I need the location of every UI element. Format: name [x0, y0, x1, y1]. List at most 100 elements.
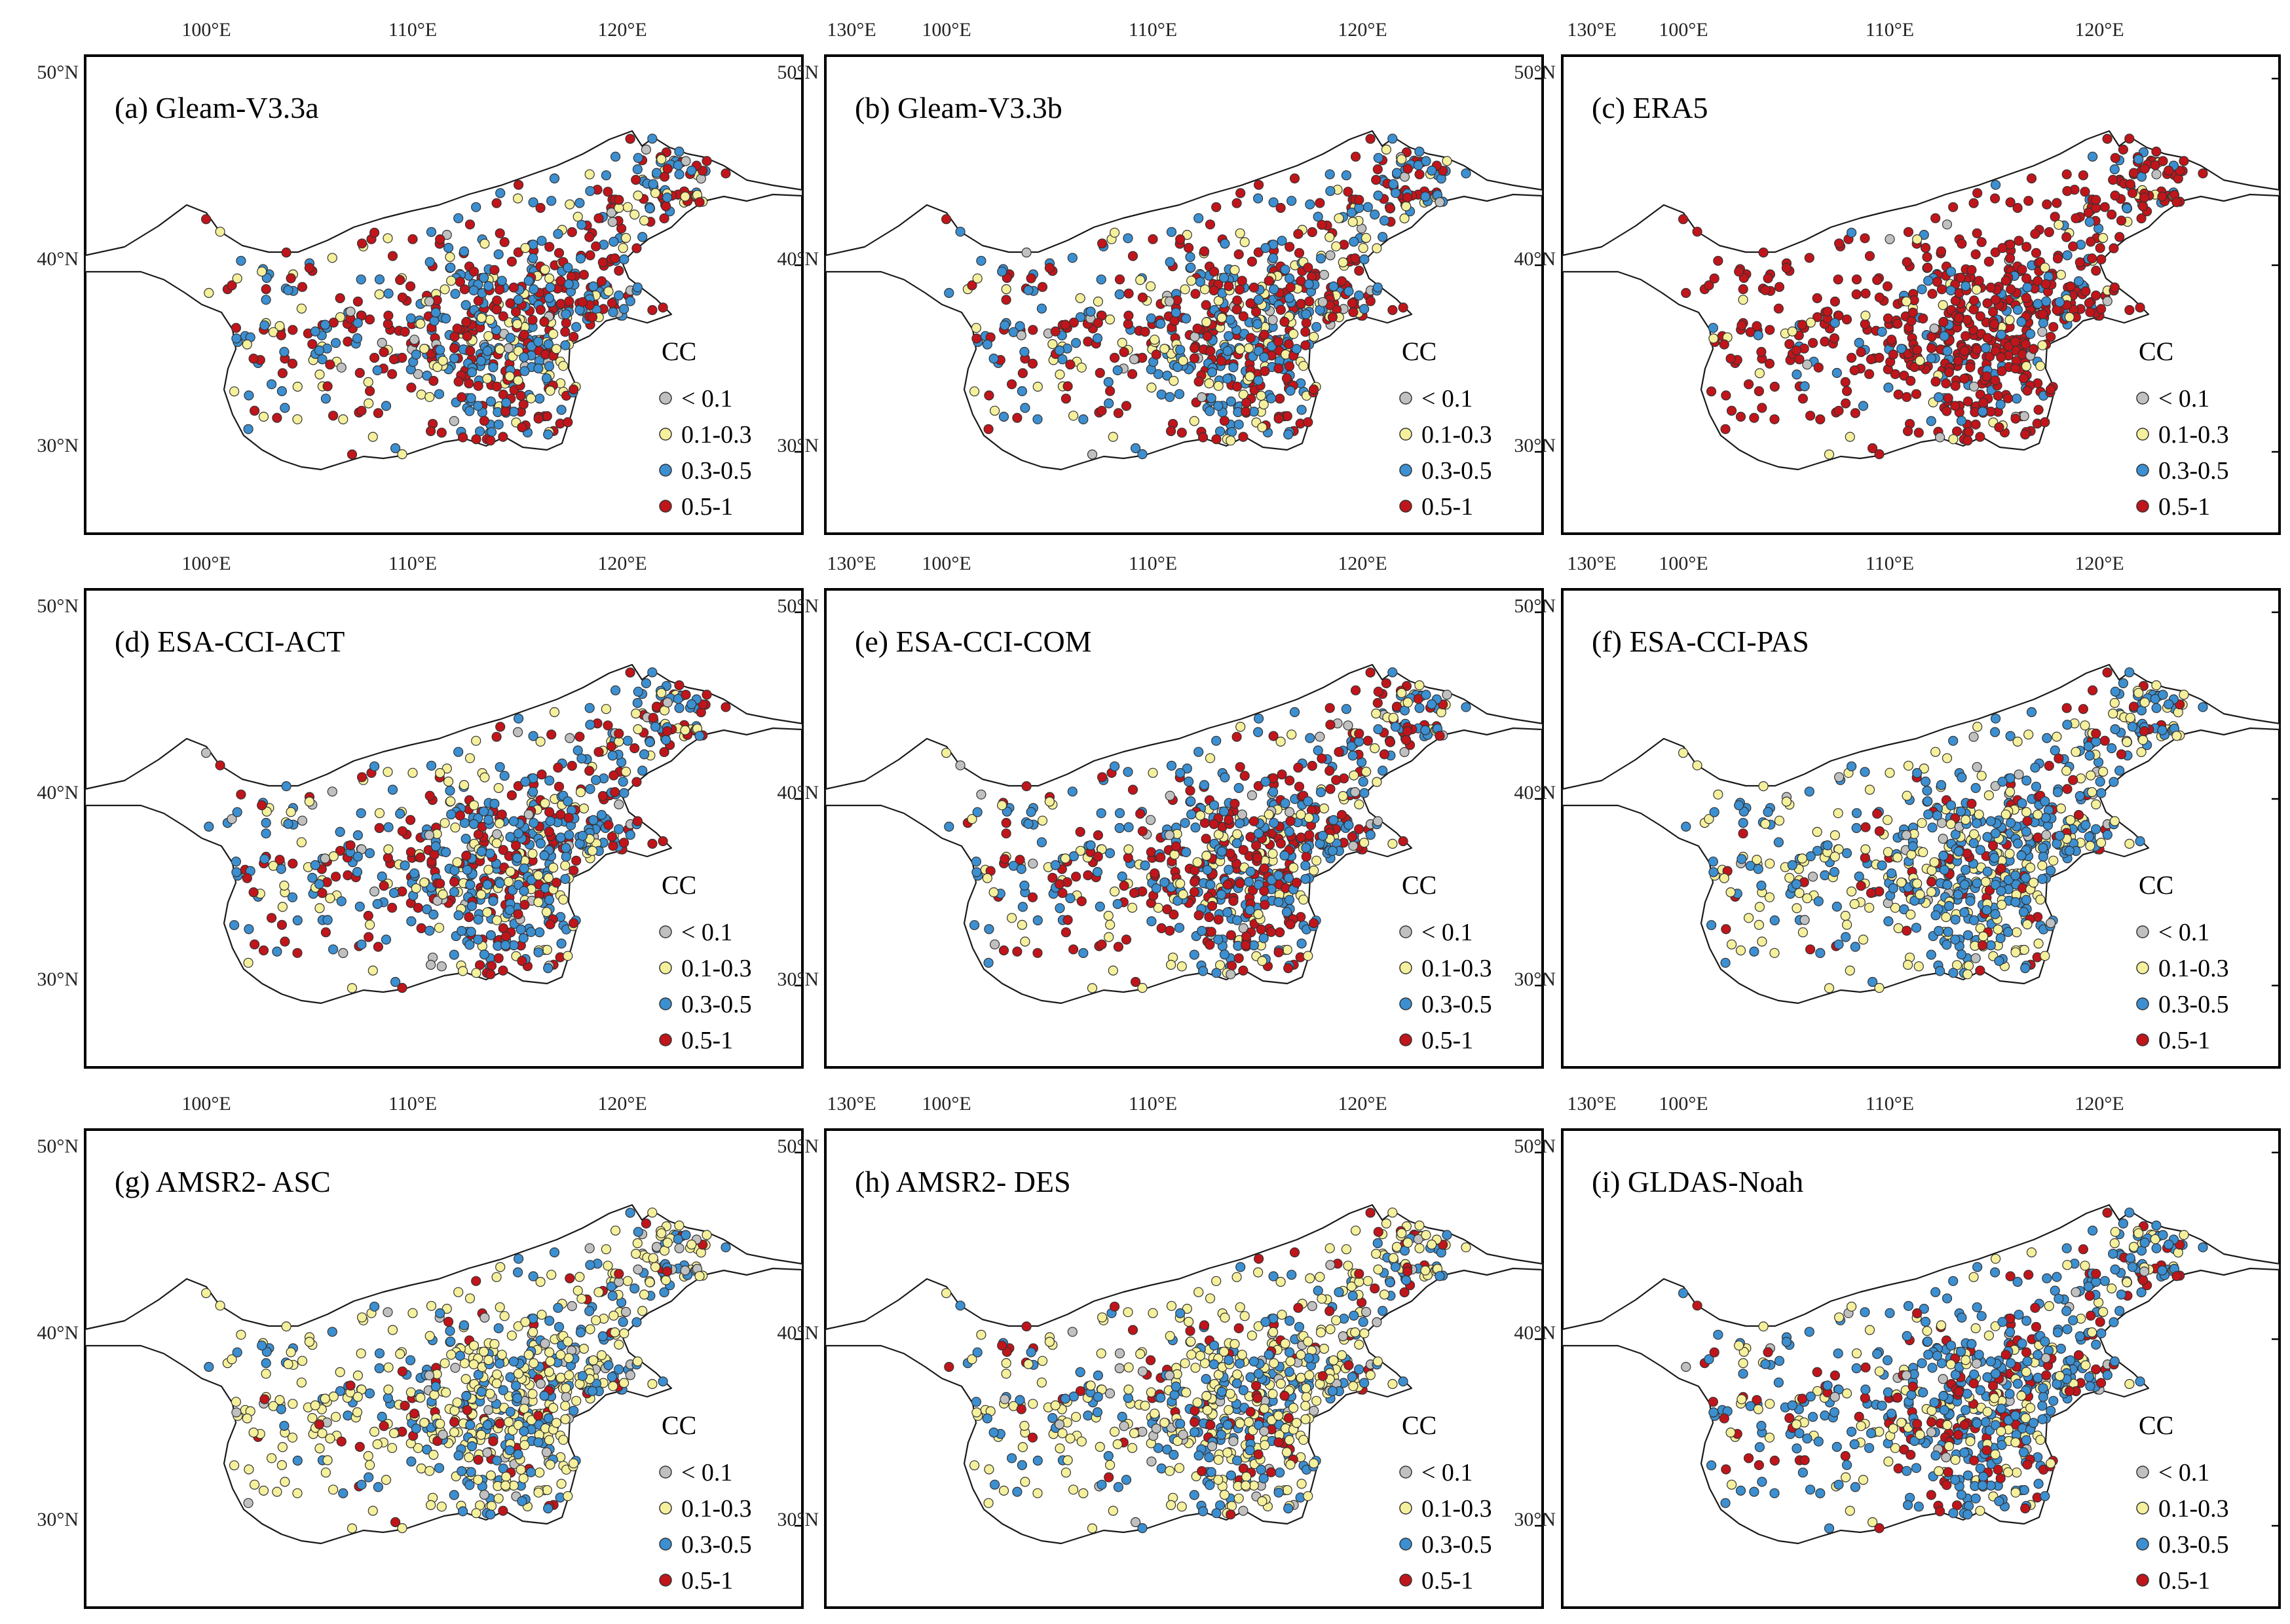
- legend-label: < 0.1: [681, 385, 732, 413]
- legend-swatch: [659, 464, 672, 477]
- station-dot: [449, 416, 459, 426]
- station-dot: [1371, 175, 1381, 185]
- station-dot: [1926, 353, 1937, 363]
- station-dot: [2087, 253, 2097, 264]
- station-dot: [1123, 233, 1133, 244]
- station-dot: [335, 312, 346, 322]
- station-dot: [438, 356, 448, 366]
- station-dot: [680, 725, 690, 735]
- station-dot: [1238, 432, 1248, 442]
- station-dot: [1831, 901, 1842, 912]
- station-dot: [503, 343, 514, 354]
- station-dot: [998, 411, 1009, 422]
- station-dot: [2014, 236, 2024, 246]
- station-dot: [1016, 330, 1026, 341]
- station-dot: [1860, 233, 1870, 244]
- station-dot: [1347, 217, 1358, 227]
- station-dot: [499, 237, 510, 248]
- station-dot: [1123, 822, 1134, 832]
- station-dot: [641, 678, 652, 688]
- station-dot: [1234, 818, 1245, 828]
- lat-tick-label: 50°N: [37, 595, 79, 617]
- station-dot: [1245, 371, 1255, 382]
- station-dot: [637, 232, 648, 242]
- station-dot: [520, 777, 531, 787]
- station-dot: [1373, 686, 1383, 697]
- station-dot: [1797, 394, 1808, 404]
- station-dot: [545, 919, 555, 930]
- station-dot: [1815, 414, 1826, 425]
- station-dot: [1791, 879, 1802, 889]
- station-dot: [435, 767, 445, 779]
- station-dot: [1791, 345, 1802, 356]
- station-dot: [1054, 345, 1065, 356]
- station-dot: [603, 720, 613, 731]
- station-dot: [2080, 187, 2090, 197]
- station-dot: [1892, 318, 1903, 329]
- station-dot: [577, 830, 588, 841]
- station-dot: [2099, 735, 2110, 746]
- station-dot: [1725, 887, 1736, 898]
- station-dot: [425, 959, 436, 970]
- station-dot: [1275, 202, 1286, 213]
- station-dot: [721, 168, 731, 179]
- station-dot: [1905, 376, 1916, 386]
- station-dot: [317, 888, 328, 898]
- station-dot: [983, 424, 994, 434]
- station-dot: [1071, 338, 1081, 348]
- station-dot: [1222, 879, 1233, 890]
- station-dot: [1284, 361, 1295, 371]
- station-dot: [424, 257, 435, 267]
- station-dot: [1105, 386, 1116, 396]
- station-dot: [585, 784, 595, 794]
- station-dot: [2020, 963, 2031, 974]
- station-dot: [1256, 924, 1266, 935]
- station-dot: [569, 331, 579, 342]
- station-dot: [215, 227, 225, 237]
- station-dot: [1032, 381, 1043, 392]
- station-dot: [2052, 253, 2063, 264]
- station-dot: [1849, 898, 1860, 910]
- station-dot: [1067, 253, 1078, 263]
- station-dot: [2179, 690, 2189, 700]
- station-dot: [1934, 392, 1944, 403]
- station-dot: [1769, 915, 1780, 926]
- station-dot: [1388, 712, 1398, 723]
- station-dot: [1911, 923, 1922, 933]
- station-dot: [1050, 326, 1061, 337]
- station-dot: [1317, 219, 1327, 230]
- region-boundary: [824, 130, 1544, 471]
- legend-label: 0.3-0.5: [1421, 457, 1492, 485]
- station-dot: [1137, 292, 1148, 303]
- station-dot: [491, 1272, 502, 1282]
- station-dot: [2016, 850, 2027, 861]
- station-dot: [387, 369, 398, 379]
- station-dot: [1830, 851, 1840, 862]
- station-dot: [327, 253, 337, 263]
- station-dot: [464, 1293, 476, 1304]
- station-dot: [1966, 798, 1977, 809]
- station-dot: [1241, 931, 1252, 942]
- legend-label: 0.5-1: [681, 1027, 733, 1054]
- station-dot: [1926, 877, 1937, 887]
- station-dot: [650, 722, 661, 732]
- station-dot: [1959, 907, 1970, 917]
- station-dot: [1220, 238, 1230, 249]
- station-dot: [1349, 770, 1359, 781]
- station-dot: [1178, 356, 1188, 366]
- station-dot: [453, 377, 464, 387]
- station-dot: [674, 1243, 685, 1253]
- station-dot: [633, 153, 643, 163]
- station-dot: [1301, 309, 1311, 320]
- legend-label: 0.1-0.3: [2158, 421, 2229, 449]
- station-dot: [2139, 164, 2150, 174]
- station-dot: [2118, 678, 2129, 688]
- station-dot: [1361, 232, 1372, 243]
- station-dot: [1284, 826, 1295, 837]
- station-dot: [614, 728, 624, 739]
- station-dot: [1435, 197, 1445, 208]
- station-dot: [436, 428, 447, 438]
- station-dot: [1709, 807, 1719, 817]
- station-dot: [1285, 242, 1295, 252]
- station-dot: [1362, 202, 1373, 212]
